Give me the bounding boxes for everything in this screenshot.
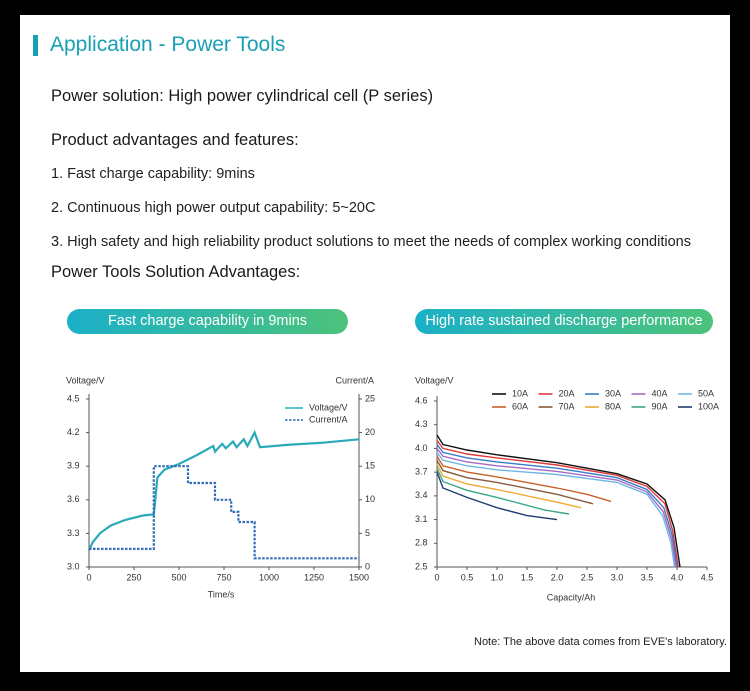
series-line: [436, 455, 612, 503]
y2-tick-label: 25: [365, 393, 375, 403]
y2-tick-label: 5: [365, 528, 370, 538]
note: Note: The above data comes from EVE's la…: [474, 636, 727, 648]
series-line: [436, 444, 678, 568]
y-tick-label: 4.3: [415, 419, 428, 429]
y-tick-label: 4.2: [67, 427, 80, 437]
legend-label: 90A: [652, 401, 668, 411]
y-tick-label: 3.7: [415, 467, 428, 477]
heading: Power Tools Solution Advantages:: [51, 263, 301, 281]
x-tick-label: 2.5: [581, 572, 594, 582]
button[interactable]: Fast charge capability in 9mins: [67, 309, 348, 334]
series-line: [88, 429, 360, 551]
series-line: [436, 459, 594, 505]
legend-label: 10A: [512, 388, 528, 398]
y-tick-label: 3.3: [67, 528, 80, 538]
x-tick-label: 3.0: [611, 572, 624, 582]
y-tick-label: 3.9: [67, 461, 80, 471]
legend-label: 30A: [605, 388, 621, 398]
x-tick-label: 0: [86, 572, 91, 582]
solution: Power solution: High power cylindrical c…: [51, 87, 434, 105]
y-tick-label: 3.4: [415, 490, 428, 500]
x-tick-label: 500: [171, 572, 186, 582]
x-tick-label: 3.5: [641, 572, 654, 582]
x-tick-label: 1.0: [491, 572, 504, 582]
series-line: [436, 471, 558, 521]
y2-axis-label: Current/A: [335, 375, 374, 385]
series-line: [436, 451, 676, 568]
y-tick-label: 4.6: [415, 395, 428, 405]
y2-tick-label: 15: [365, 461, 375, 471]
series-line: [436, 440, 679, 568]
x-tick-label: 4.0: [671, 572, 684, 582]
advantage: 1. Fast charge capability: 9mins: [51, 166, 255, 182]
x-axis-label: Capacity/Ah: [547, 592, 596, 602]
x-tick-label: 1.5: [521, 572, 534, 582]
x-tick-label: 0: [434, 572, 439, 582]
legend-label: 80A: [605, 401, 621, 411]
x-tick-label: 0.5: [461, 572, 474, 582]
series-line: [436, 434, 681, 568]
y-tick-label: 2.8: [415, 538, 428, 548]
panel: [20, 15, 730, 672]
button[interactable]: High rate sustained discharge performanc…: [415, 309, 713, 334]
advantage: 3. High safety and high reliability prod…: [51, 234, 691, 250]
legend-label: 50A: [698, 388, 714, 398]
y-tick-label: 3.0: [67, 561, 80, 571]
y-tick-label: 3.6: [67, 494, 80, 504]
legend-label: 70A: [559, 401, 575, 411]
legend-label: Voltage/V: [309, 402, 348, 412]
legend-label: 40A: [652, 388, 668, 398]
legend-label: 20A: [559, 388, 575, 398]
series-line: [436, 447, 677, 568]
x-tick-label: 1500: [349, 572, 369, 582]
legend-label: Current/A: [309, 414, 348, 424]
x-tick-label: 250: [126, 572, 141, 582]
y-axis-label: Voltage/V: [415, 375, 454, 385]
y2-tick-label: 0: [365, 561, 370, 571]
y-tick-label: 3.1: [415, 514, 428, 524]
x-tick-label: 1250: [304, 572, 324, 582]
title: Application - Power Tools: [50, 33, 286, 56]
advantage: 2. Continuous high power output capabili…: [51, 200, 376, 216]
y2-tick-label: 10: [365, 494, 375, 504]
y-tick-label: 4.5: [67, 393, 80, 403]
series-line: [436, 467, 570, 515]
series-line: [436, 463, 582, 509]
x-tick-label: 2.0: [551, 572, 564, 582]
y-tick-label: 4.0: [415, 443, 428, 453]
title-bar: [33, 35, 38, 56]
x-tick-label: 4.5: [701, 572, 714, 582]
y-tick-label: 2.5: [415, 561, 428, 571]
x-tick-label: 750: [216, 572, 231, 582]
x-tick-label: 1000: [259, 572, 279, 582]
y-axis-label: Voltage/V: [66, 375, 105, 385]
heading: Product advantages and features:: [51, 131, 299, 149]
x-axis-label: Time/s: [208, 589, 235, 599]
series-line: [89, 465, 359, 560]
legend-label: 60A: [512, 401, 528, 411]
legend-label: 100A: [698, 401, 719, 411]
y2-tick-label: 20: [365, 427, 375, 437]
